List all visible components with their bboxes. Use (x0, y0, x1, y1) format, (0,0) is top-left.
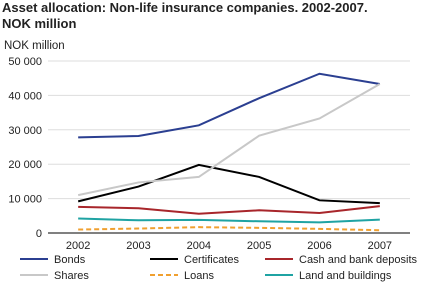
y-axis-label: NOK million (4, 40, 65, 52)
y-tick-label: 30 000 (8, 125, 42, 137)
chart-title: Asset allocation: Non-life insurance com… (2, 0, 368, 15)
series-line (78, 226, 380, 232)
x-tick-label: 2005 (247, 240, 271, 252)
series-line (77, 83, 381, 197)
y-tick-label: 0 (36, 228, 42, 240)
x-tick-label: 2002 (66, 240, 90, 252)
chart-subtitle: NOK million (2, 16, 76, 31)
y-tick-label: 40 000 (8, 90, 42, 102)
legend-label: Cash and bank deposits (299, 254, 418, 266)
y-tick-label: 20 000 (8, 159, 42, 171)
legend-label: Certificates (184, 254, 240, 266)
series-line (78, 205, 380, 215)
series-line (77, 163, 380, 205)
legend-label: Land and buildings (299, 270, 392, 282)
legend-label: Loans (184, 270, 214, 282)
legend-label: Bonds (54, 254, 86, 266)
y-tick-label: 50 000 (8, 56, 42, 68)
y-tick-label: 10 000 (8, 194, 42, 206)
series-line (78, 217, 380, 224)
x-tick-label: 2004 (187, 240, 211, 252)
series-line (78, 72, 381, 139)
legend-label: Shares (54, 270, 89, 282)
x-tick-label: 2007 (368, 240, 392, 252)
x-tick-label: 2003 (126, 240, 150, 252)
x-tick-label: 2006 (307, 240, 331, 252)
